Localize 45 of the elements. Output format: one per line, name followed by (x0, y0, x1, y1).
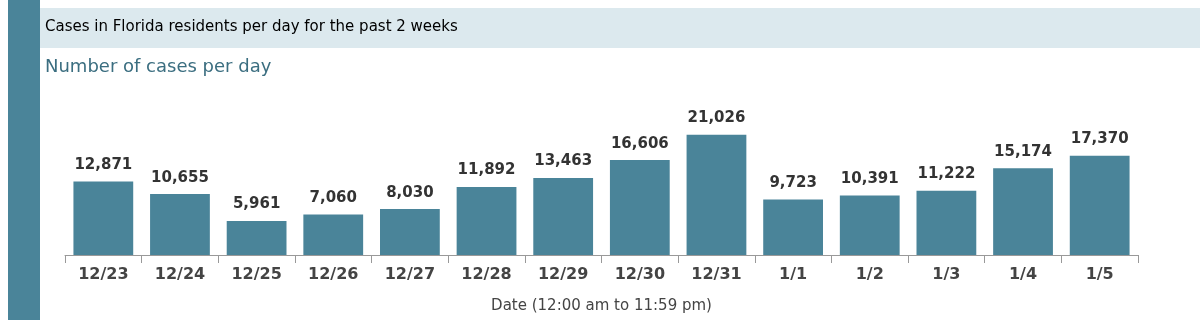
x-tick-label: 1/3 (932, 263, 961, 283)
chart-title: Cases in Florida residents per day for the past 2 weeks (45, 17, 458, 35)
bar (150, 194, 210, 255)
chart-subtitle: Number of cases per day (45, 55, 272, 76)
data-label: 8,030 (386, 182, 434, 201)
x-tick-label: 1/4 (1008, 263, 1038, 283)
x-tick-label: 12/23 (78, 263, 129, 283)
x-tick-label: 12/26 (308, 263, 359, 283)
x-tick-label: 1/2 (855, 263, 884, 283)
bar (993, 168, 1053, 255)
x-tick-label: 1/5 (1085, 263, 1114, 283)
bar (226, 220, 287, 255)
bar (686, 134, 747, 255)
bar (609, 160, 670, 255)
bar (839, 195, 900, 255)
x-tick-label: 12/28 (461, 263, 512, 283)
x-tick-label: 12/30 (614, 263, 666, 283)
data-label: 10,655 (151, 167, 209, 186)
data-label: 13,463 (534, 151, 593, 170)
data-label: 7,060 (309, 188, 357, 207)
x-tick-label: 12/25 (231, 263, 282, 283)
x-tick-label: 12/27 (384, 263, 436, 283)
bar (456, 186, 517, 255)
bar (73, 181, 134, 255)
data-label: 15,174 (994, 141, 1052, 160)
x-tick-label: 12/24 (154, 263, 206, 283)
data-label: 17,370 (1070, 129, 1129, 148)
bar (916, 190, 977, 255)
data-label: 11,892 (457, 160, 516, 179)
data-label: 21,026 (687, 108, 746, 127)
data-label: 12,871 (74, 154, 133, 173)
data-label: 11,222 (917, 164, 976, 183)
x-tick-label: 12/31 (691, 263, 742, 283)
x-axis-title: Date (12:00 am to 11:59 pm) (491, 295, 712, 314)
bar (763, 199, 823, 255)
bar (303, 214, 364, 255)
data-label: 16,606 (610, 133, 669, 152)
bar (380, 209, 440, 255)
x-tick-label: 1/1 (779, 263, 808, 283)
bar (533, 177, 594, 255)
bar (1069, 155, 1130, 255)
data-label: 5,961 (232, 194, 281, 213)
x-tick-label: 12/29 (537, 263, 589, 283)
data-label: 9,723 (769, 172, 817, 191)
data-label: 10,391 (840, 169, 899, 188)
